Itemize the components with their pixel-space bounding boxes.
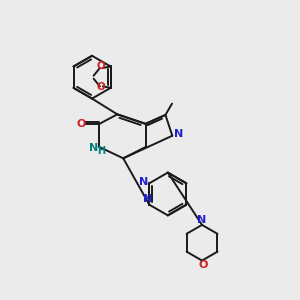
- Text: N: N: [174, 129, 184, 139]
- Text: H: H: [97, 146, 105, 156]
- Text: O: O: [96, 61, 105, 71]
- Text: O: O: [76, 119, 86, 129]
- Text: O: O: [199, 260, 208, 270]
- Text: O: O: [96, 82, 105, 92]
- Text: N: N: [197, 215, 207, 225]
- Text: N: N: [139, 177, 148, 187]
- Text: N: N: [89, 143, 99, 153]
- Text: N: N: [143, 194, 152, 204]
